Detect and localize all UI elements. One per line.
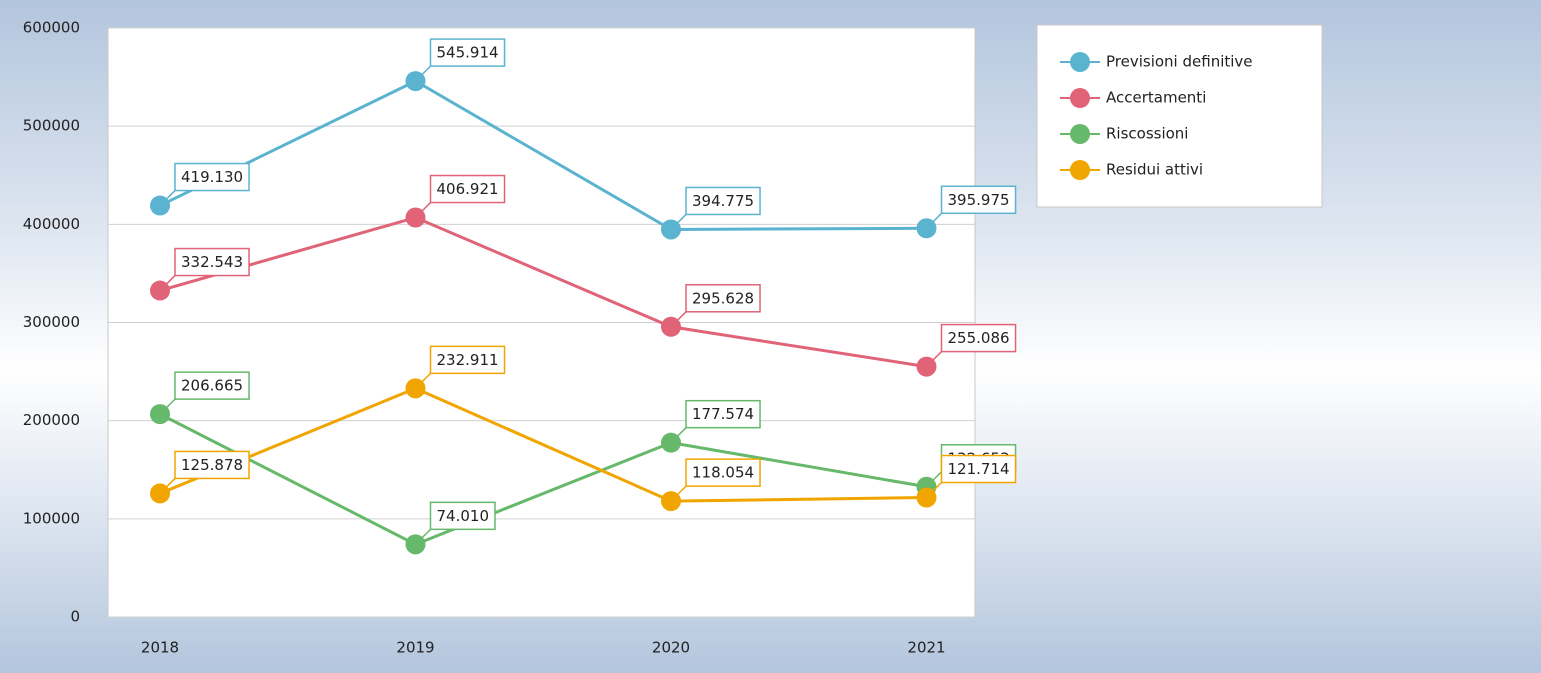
legend-label: Accertamenti xyxy=(1106,89,1206,107)
leader-line xyxy=(670,427,687,444)
leader-line xyxy=(159,190,176,207)
leader-line xyxy=(925,212,943,229)
series-line xyxy=(159,386,927,503)
series-line xyxy=(159,79,927,231)
data-label: 232.911 xyxy=(437,351,499,369)
leader-line xyxy=(414,528,432,545)
label-box xyxy=(174,450,250,480)
data-label: 255.086 xyxy=(948,329,1010,347)
value-label: 295.628 xyxy=(670,284,761,328)
leader-line xyxy=(925,351,943,368)
data-label: 395.975 xyxy=(948,191,1010,209)
leader-line xyxy=(414,372,432,389)
series-line xyxy=(159,215,927,369)
leader-line xyxy=(159,398,176,415)
value-label: 121.714 xyxy=(925,454,1017,499)
label-box xyxy=(174,371,250,400)
label-box xyxy=(429,174,506,204)
leader-line xyxy=(925,471,943,488)
legend-marker xyxy=(1070,52,1090,72)
legend-label: Riscossioni xyxy=(1106,125,1188,143)
y-tick-label: 600000 xyxy=(23,19,80,37)
data-label: 394.775 xyxy=(692,192,754,210)
value-label: 419.130 xyxy=(159,162,250,207)
y-tick-label: 500000 xyxy=(23,117,80,135)
data-label: 206.665 xyxy=(181,377,243,395)
leader-line xyxy=(414,202,432,219)
leader-line xyxy=(159,275,176,292)
x-tick-label: 2018 xyxy=(141,639,179,657)
label-box xyxy=(940,454,1017,484)
leader-line xyxy=(670,311,687,328)
label-box xyxy=(429,501,496,531)
value-label: 395.975 xyxy=(925,185,1017,229)
label-box xyxy=(429,345,506,375)
x-tick-label: 2019 xyxy=(396,639,434,657)
x-tick-label: 2021 xyxy=(907,639,945,657)
leader-line xyxy=(670,485,687,502)
leader-line xyxy=(670,213,687,230)
label-box xyxy=(429,38,506,67)
leader-line xyxy=(925,481,943,499)
value-label: 177.574 xyxy=(670,399,761,444)
data-label: 177.574 xyxy=(692,405,754,423)
x-tick-label: 2020 xyxy=(652,639,690,657)
legend-marker xyxy=(1070,88,1090,108)
value-label: 206.665 xyxy=(159,371,250,415)
legend-marker xyxy=(1070,124,1090,144)
data-label: 545.914 xyxy=(437,44,499,62)
label-box xyxy=(685,399,761,429)
label-box xyxy=(174,162,250,192)
leader-line xyxy=(414,65,432,82)
label-box xyxy=(685,284,761,313)
y-tick-label: 100000 xyxy=(23,509,80,527)
series-line xyxy=(159,412,927,546)
y-tick-label: 400000 xyxy=(23,215,80,233)
legend-label: Residui attivi xyxy=(1106,161,1203,179)
y-tick-label: 0 xyxy=(70,608,80,626)
data-label: 419.130 xyxy=(181,168,243,186)
label-box xyxy=(685,186,761,216)
value-label: 332.543 xyxy=(159,247,250,292)
value-label: 255.086 xyxy=(925,323,1017,368)
leader-line xyxy=(159,477,176,494)
data-label: 406.921 xyxy=(437,180,499,198)
data-label: 74.010 xyxy=(437,507,490,525)
value-label: 406.921 xyxy=(414,174,506,219)
value-label: 545.914 xyxy=(414,38,506,82)
label-box xyxy=(685,458,761,487)
data-label: 295.628 xyxy=(692,289,754,307)
value-label: 125.878 xyxy=(159,450,250,494)
value-label: 232.911 xyxy=(414,345,506,389)
data-label: 118.054 xyxy=(692,464,754,482)
label-box xyxy=(174,247,250,277)
label-box xyxy=(940,185,1017,215)
y-tick-label: 300000 xyxy=(23,313,80,331)
data-label: 332.543 xyxy=(181,253,243,271)
y-tick-label: 200000 xyxy=(23,411,80,429)
label-box xyxy=(940,323,1017,353)
value-label: 118.054 xyxy=(670,458,761,502)
data-label: 121.714 xyxy=(948,460,1010,478)
legend-label: Previsioni definitive xyxy=(1106,53,1253,71)
value-label: 74.010 xyxy=(414,501,496,545)
data-label: 125.878 xyxy=(181,456,243,474)
legend-marker xyxy=(1070,160,1090,180)
value-label: 394.775 xyxy=(670,186,761,230)
